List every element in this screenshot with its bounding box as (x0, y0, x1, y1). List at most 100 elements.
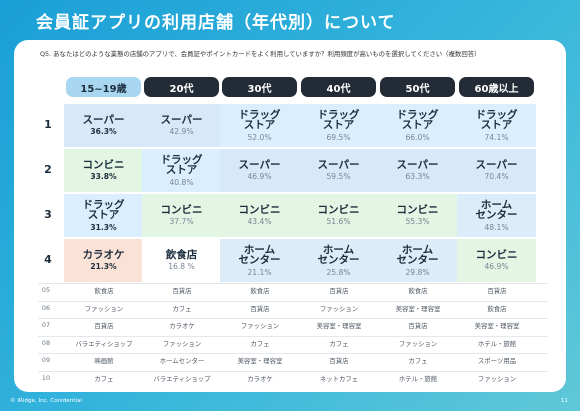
lower-rank-cell: ファッション (398, 339, 438, 348)
lower-rank-cell: 百貨店 (94, 322, 114, 330)
lower-rank-cell: スポーツ用品 (477, 357, 517, 365)
store-type-percent: 40.8% (169, 177, 194, 187)
lower-rank-cell: 美容室・理容室 (474, 322, 520, 330)
store-type-name: 飲食店 (165, 248, 198, 261)
store-type-name: スーパー (475, 158, 518, 171)
ranking-cell: コンビニ 37.7% (142, 194, 221, 237)
store-type-name: ドラッグ ストア (238, 108, 281, 131)
ranking-cell: ドラッグ ストア 52.0% (220, 104, 299, 147)
row-divider (38, 300, 548, 302)
age-header-0: 15~19歳 (66, 77, 141, 97)
ranking-cell: スーパー 46.9% (220, 149, 299, 192)
rank-number: 08 (41, 338, 51, 347)
store-type-name: ドラッグ ストア (82, 198, 125, 221)
lower-rank-cell: ホテル・旅館 (477, 339, 517, 348)
store-type-percent: 16.8 % (168, 262, 195, 272)
store-type-name: スーパー (317, 158, 360, 171)
rank-number: 4 (44, 253, 52, 266)
store-type-name: コンビニ (238, 203, 281, 216)
ranking-cell: ドラッグ ストア 69.5% (299, 104, 378, 147)
age-header-3: 40代 (301, 77, 376, 97)
age-header-4: 50代 (380, 77, 455, 97)
ranking-cell: コンビニ 51.6% (299, 194, 378, 237)
page-number: 11 (560, 398, 568, 404)
lower-rank-cell: ホームセンター (159, 357, 205, 365)
lower-rank-cell: カフェ (329, 339, 349, 348)
lower-rank-cell: 百貨店 (408, 322, 428, 330)
store-type-name: コンビニ (160, 203, 203, 216)
store-type-name: カラオケ (82, 248, 125, 261)
store-type-name: ドラッグ ストア (396, 108, 439, 131)
lower-rank-cell: 百貨店 (487, 287, 507, 295)
store-type-percent: 52.0% (247, 132, 272, 142)
ranking-cell: コンビニ 43.4% (220, 194, 299, 237)
footer-copyright: © iRidge, Inc. Conidential (10, 398, 82, 404)
lower-rank-cell: ファッション (84, 304, 124, 313)
lower-rank-cell: ファッション (240, 322, 280, 330)
lower-rank-cell: 美容室・理容室 (395, 304, 441, 313)
age-header-1: 20代 (144, 77, 219, 97)
rank-number: 05 (41, 286, 51, 294)
store-type-name: スーパー (82, 113, 125, 126)
lower-rank-cell: カフェ (94, 374, 114, 383)
lower-rank-cell: カフェ (172, 304, 192, 313)
store-type-percent: 70.4% (484, 172, 509, 182)
store-type-name: ドラッグ ストア (160, 153, 203, 176)
store-type-percent: 46.9% (247, 172, 272, 182)
lower-rank-cell: ファッション (162, 339, 202, 348)
ranking-cell: スーパー 42.9% (142, 104, 221, 147)
lower-rank-cell: カフェ (250, 339, 270, 348)
store-type-percent: 37.7% (169, 217, 194, 227)
rank-number: 2 (44, 163, 52, 176)
ranking-cell: ホーム センター 48.1% (457, 194, 536, 237)
ranking-cell: ドラッグ ストア 40.8% (142, 149, 221, 192)
row-divider (38, 318, 548, 319)
store-type-name: ドラッグ ストア (317, 108, 360, 131)
ranking-cell: コンビニ 55.3% (378, 194, 457, 237)
lower-rank-cell: 百貨店 (329, 357, 349, 365)
store-type-name: ホーム センター (238, 243, 281, 266)
store-type-name: ホーム センター (317, 243, 360, 266)
store-type-name: スーパー (160, 113, 203, 126)
lower-rank-cell: ネットカフェ (319, 374, 359, 383)
ranking-cell: ホーム センター 25.8% (299, 239, 378, 282)
store-type-percent: 29.8% (405, 267, 430, 277)
lower-rank-cell: 飲食店 (408, 287, 428, 295)
store-type-name: ホーム センター (475, 198, 518, 221)
store-type-percent: 55.3% (405, 217, 430, 227)
store-type-percent: 69.5% (326, 132, 351, 142)
lower-rank-cell: 百貨店 (172, 287, 192, 295)
question-text: Q5. あなたはどのような業態の店舗のアプリで、会員証やポイントカードをよく利用… (40, 50, 481, 58)
ranking-cell: ドラッグ ストア 66.0% (378, 104, 457, 147)
lower-rank-cell: カラオケ (247, 374, 273, 383)
ranking-cell: ドラッグ ストア 74.1% (457, 104, 536, 147)
store-type-percent: 48.1% (484, 222, 509, 232)
lower-rank-cell: 美容室・理容室 (237, 357, 283, 365)
ranking-cell: スーパー 70.4% (457, 149, 536, 192)
store-type-name: スーパー (238, 158, 281, 171)
store-type-percent: 43.4% (247, 217, 272, 227)
age-header-5: 60歳以上 (459, 77, 534, 97)
store-type-name: コンビニ (475, 248, 518, 261)
store-type-name: コンビニ (317, 203, 360, 216)
ranking-cell: コンビニ 33.8% (64, 149, 143, 192)
lower-rank-cell: ファッション (319, 304, 359, 313)
lower-rank-cell: 百貨店 (329, 287, 349, 295)
row-divider (38, 335, 548, 337)
rank-number: 09 (41, 356, 51, 364)
lower-rank-cell: 百貨店 (250, 304, 270, 313)
store-type-percent: 33.8% (90, 172, 117, 182)
store-type-percent: 63.3% (405, 172, 430, 182)
rank-number: 3 (44, 208, 52, 221)
rank-number: 06 (41, 303, 51, 312)
lower-rank-cell: カフェ (408, 357, 428, 365)
store-type-percent: 59.5% (326, 172, 351, 182)
store-type-percent: 66.0% (405, 132, 430, 142)
rank-number: 07 (41, 321, 51, 329)
rank-number: 10 (41, 373, 51, 382)
lower-rank-cell: 飲食店 (250, 287, 270, 295)
store-type-percent: 74.1% (484, 132, 509, 142)
ranking-cell: カラオケ 21.3% (64, 239, 143, 282)
ranking-cell: ドラッグ ストア 31.3% (64, 194, 143, 237)
store-type-percent: 51.6% (326, 217, 351, 227)
